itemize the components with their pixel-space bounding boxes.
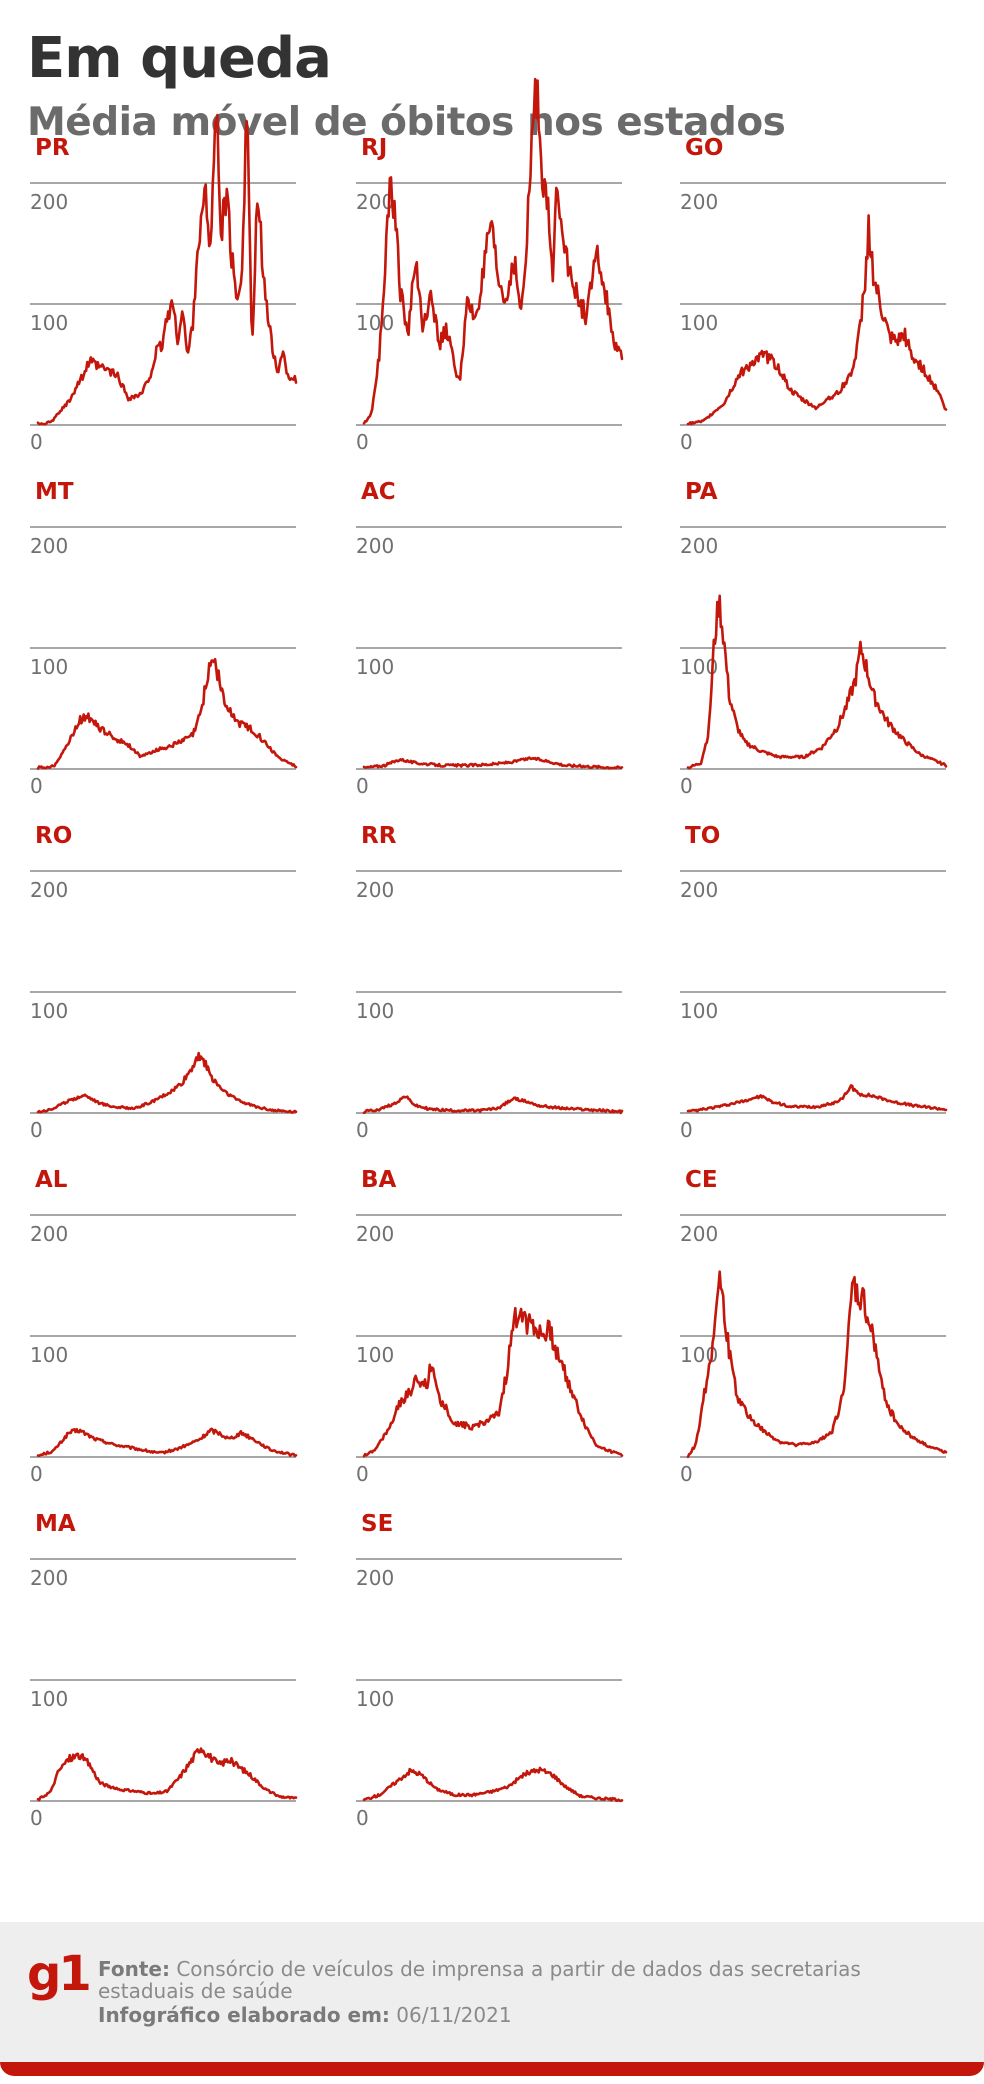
- chart-panel-mt: MT 0 100 200: [30, 479, 298, 798]
- state-label: GO: [685, 135, 723, 161]
- series-line: [362, 756, 624, 770]
- state-label: CE: [685, 1167, 718, 1193]
- tick-label-0: 0: [356, 1462, 369, 1486]
- footer-accent-bar: [0, 2062, 984, 2076]
- series-line: [36, 1427, 298, 1458]
- series-line: [362, 1766, 624, 1803]
- tick-label-200: 200: [30, 1222, 68, 1246]
- chart-panel-ac: AC 0 100 200: [356, 479, 624, 798]
- state-label: PA: [685, 479, 718, 505]
- tick-label-100: 100: [680, 311, 718, 335]
- series-line: [686, 1084, 948, 1113]
- tick-label-200: 200: [30, 534, 68, 558]
- g1-logo: g1: [27, 1946, 92, 2002]
- tick-label-0: 0: [356, 1806, 369, 1830]
- tick-label-0: 0: [30, 1806, 43, 1830]
- series-line: [686, 594, 948, 770]
- tick-label-200: 200: [30, 190, 68, 214]
- state-label: PR: [35, 135, 70, 161]
- chart-panel-ba: BA 0 100 200: [356, 1167, 624, 1486]
- series-line: [686, 214, 948, 426]
- series-line: [362, 1306, 624, 1458]
- series-line: [36, 657, 298, 770]
- source-label: Fonte:: [98, 1957, 170, 1981]
- tick-label-0: 0: [30, 430, 43, 454]
- state-label: RR: [361, 823, 397, 849]
- chart-panel-ma: MA 0 100 200: [30, 1511, 298, 1830]
- tick-label-100: 100: [30, 1687, 68, 1711]
- chart-panel-al: AL 0 100 200: [30, 1167, 298, 1486]
- tick-label-200: 200: [356, 1566, 394, 1590]
- date-text: 06/11/2021: [396, 2003, 512, 2027]
- page-subtitle: Média móvel de óbitos nos estados: [27, 100, 786, 145]
- tick-label-0: 0: [680, 1118, 693, 1142]
- series-line: [686, 1270, 948, 1459]
- small-multiples-grid: PR 0 100 200 RJ 0 100 200 GO 0 100 200 MT 0 100 200 AC 0 1…: [30, 77, 948, 1830]
- tick-label-200: 200: [680, 1222, 718, 1246]
- footer-text: Fonte: Consórcio de veículos de imprensa…: [98, 1958, 938, 2026]
- tick-label-100: 100: [356, 655, 394, 679]
- series-line: [36, 1747, 298, 1802]
- tick-label-200: 200: [30, 878, 68, 902]
- date-label: Infográfico elaborado em:: [98, 2003, 390, 2027]
- tick-label-0: 0: [30, 774, 43, 798]
- state-label: AC: [361, 479, 396, 505]
- tick-label-0: 0: [356, 774, 369, 798]
- tick-label-200: 200: [356, 1222, 394, 1246]
- state-label: AL: [35, 1167, 68, 1193]
- state-label: RJ: [361, 135, 387, 161]
- state-label: BA: [361, 1167, 397, 1193]
- chart-panel-pr: PR 0 100 200: [30, 113, 298, 454]
- series-line: [362, 77, 624, 425]
- tick-label-100: 100: [30, 1343, 68, 1367]
- tick-label-0: 0: [30, 1462, 43, 1486]
- tick-label-200: 200: [680, 190, 718, 214]
- chart-panel-ro: RO 0 100 200: [30, 823, 298, 1142]
- tick-label-200: 200: [30, 1566, 68, 1590]
- tick-label-100: 100: [30, 311, 68, 335]
- state-label: SE: [361, 1511, 393, 1537]
- tick-label-100: 100: [30, 999, 68, 1023]
- chart-panel-go: GO 0 100 200: [680, 135, 948, 454]
- state-label: TO: [685, 823, 720, 849]
- tick-label-200: 200: [356, 878, 394, 902]
- tick-label-200: 200: [680, 878, 718, 902]
- state-label: MT: [35, 479, 74, 505]
- tick-label-0: 0: [356, 1118, 369, 1142]
- series-line: [36, 1051, 298, 1114]
- source-text: Consórcio de veículos de imprensa a part…: [98, 1957, 861, 2003]
- series-line: [36, 113, 298, 426]
- tick-label-0: 0: [680, 774, 693, 798]
- date-line: Infográfico elaborado em: 06/11/2021: [98, 2004, 938, 2026]
- tick-label-0: 0: [30, 1118, 43, 1142]
- state-label: RO: [35, 823, 72, 849]
- tick-label-100: 100: [356, 999, 394, 1023]
- tick-label-200: 200: [356, 534, 394, 558]
- footer: [0, 1922, 984, 2062]
- tick-label-0: 0: [680, 1462, 693, 1486]
- tick-label-100: 100: [356, 1687, 394, 1711]
- tick-label-100: 100: [356, 1343, 394, 1367]
- chart-panel-rr: RR 0 100 200: [356, 823, 624, 1142]
- source-line: Fonte: Consórcio de veículos de imprensa…: [98, 1958, 938, 2002]
- tick-label-100: 100: [30, 655, 68, 679]
- chart-panel-se: SE 0 100 200: [356, 1511, 624, 1830]
- series-line: [362, 1095, 624, 1115]
- tick-label-0: 0: [680, 430, 693, 454]
- tick-label-0: 0: [356, 430, 369, 454]
- tick-label-100: 100: [356, 311, 394, 335]
- tick-label-200: 200: [680, 534, 718, 558]
- chart-panel-to: TO 0 100 200: [680, 823, 948, 1142]
- state-label: MA: [35, 1511, 76, 1537]
- tick-label-100: 100: [680, 999, 718, 1023]
- page-title: Em queda: [27, 26, 332, 91]
